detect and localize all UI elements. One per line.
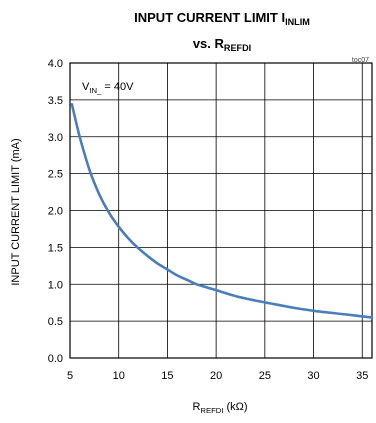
y-tick-labels: 0.0 0.5 1.0 1.5 2.0 2.5 3.0 3.5 4.0 [48, 58, 63, 365]
y-tick-label: 1.5 [48, 242, 63, 254]
x-tick-label: 20 [210, 370, 222, 382]
y-axis-label: INPUT CURRENT LIMIT (mA) [10, 138, 22, 285]
title-line-1: INPUT CURRENT LIMIT IINLIM [134, 10, 310, 27]
grid [70, 63, 372, 358]
series-line [70, 103, 374, 319]
y-tick-label: 3.5 [48, 95, 63, 107]
x-tick-label: 25 [259, 370, 271, 382]
figure-tag: toc07 [352, 57, 369, 64]
y-tick-label: 2.5 [48, 169, 63, 181]
x-tick-label: 10 [113, 370, 125, 382]
x-tick-label: 15 [161, 370, 173, 382]
y-tick-label: 0.0 [48, 353, 63, 365]
chart-title: INPUT CURRENT LIMIT IINLIM vs. RREFDI [134, 10, 310, 53]
x-tick-label: 30 [307, 370, 319, 382]
y-tick-label: 2.0 [48, 206, 63, 218]
x-tick-labels: 5 10 15 20 25 30 35 [67, 370, 368, 382]
annotation-vin: VIN_ = 40V [82, 81, 134, 95]
title-line-2: vs. RREFDI [193, 36, 251, 53]
x-axis-label: RREFDI (kΩ) [192, 401, 247, 415]
x-tick-label: 5 [67, 370, 73, 382]
series-group [70, 103, 374, 319]
x-tick-label: 35 [356, 370, 368, 382]
y-tick-label: 3.0 [48, 132, 63, 144]
y-tick-label: 0.5 [48, 316, 63, 328]
y-tick-label: 4.0 [48, 58, 63, 70]
plot-frame [69, 62, 373, 359]
y-tick-label: 1.0 [48, 279, 63, 291]
